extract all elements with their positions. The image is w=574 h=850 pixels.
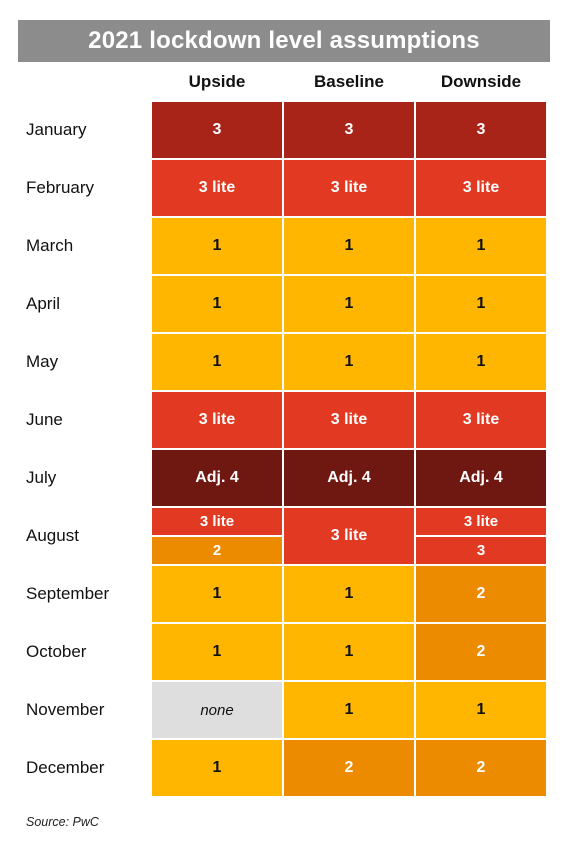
cell-august-downside-1: 3 lite	[416, 508, 548, 537]
cell-july-baseline: Adj. 4	[284, 450, 416, 508]
cell-december-downside: 2	[416, 740, 548, 798]
cell-june-downside: 3 lite	[416, 392, 548, 450]
cell-october-downside: 2	[416, 624, 548, 682]
row-label-june: June	[26, 410, 63, 429]
cell-may-downside: 1	[416, 334, 548, 392]
source-note: Source: PwC	[26, 815, 99, 829]
row-label-october: October	[26, 642, 87, 661]
cell-may-baseline: 1	[284, 334, 416, 392]
row-label-march: March	[26, 236, 74, 255]
cell-february-upside: 3 lite	[152, 160, 284, 218]
chart-title: 2021 lockdown level assumptions	[18, 20, 550, 62]
row-label-april: April	[26, 294, 61, 313]
cell-october-baseline: 1	[284, 624, 416, 682]
cell-september-downside: 2	[416, 566, 548, 624]
row-label-december: December	[26, 758, 105, 777]
column-header-downside: Downside	[440, 72, 522, 91]
cell-august-upside-1: 3 lite	[152, 508, 284, 537]
cell-july-upside: Adj. 4	[152, 450, 284, 508]
row-label-november: November	[26, 700, 105, 719]
cell-june-upside: 3 lite	[152, 392, 284, 450]
cell-february-baseline: 3 lite	[284, 160, 416, 218]
row-label-january: January	[26, 120, 87, 139]
column-header-upside: Upside	[188, 72, 246, 91]
cell-march-upside: 1	[152, 218, 284, 276]
cell-april-baseline: 1	[284, 276, 416, 334]
row-label-february: February	[26, 178, 95, 197]
cell-november-downside: 1	[416, 682, 548, 740]
cell-november-upside: none	[152, 682, 284, 740]
cell-february-downside: 3 lite	[416, 160, 548, 218]
cell-september-baseline: 1	[284, 566, 416, 624]
cell-august-downside-2: 3	[416, 537, 548, 566]
cell-march-downside: 1	[416, 218, 548, 276]
cell-january-downside: 3	[416, 102, 548, 160]
cell-july-downside: Adj. 4	[416, 450, 548, 508]
cell-april-upside: 1	[152, 276, 284, 334]
row-label-august: August	[26, 526, 79, 545]
cell-april-downside: 1	[416, 276, 548, 334]
cell-august-upside-2: 2	[152, 537, 284, 566]
row-label-july: July	[26, 468, 57, 487]
column-header-baseline: Baseline	[314, 72, 384, 91]
cell-june-baseline: 3 lite	[284, 392, 416, 450]
cell-january-baseline: 3	[284, 102, 416, 160]
cell-may-upside: 1	[152, 334, 284, 392]
row-label-may: May	[26, 352, 59, 371]
cell-september-upside: 1	[152, 566, 284, 624]
cell-december-upside: 1	[152, 740, 284, 798]
cell-october-upside: 1	[152, 624, 284, 682]
cell-december-baseline: 2	[284, 740, 416, 798]
cell-march-baseline: 1	[284, 218, 416, 276]
cell-november-baseline: 1	[284, 682, 416, 740]
cell-august-baseline: 3 lite	[284, 508, 416, 566]
cell-january-upside: 3	[152, 102, 284, 160]
row-label-september: September	[26, 584, 110, 603]
